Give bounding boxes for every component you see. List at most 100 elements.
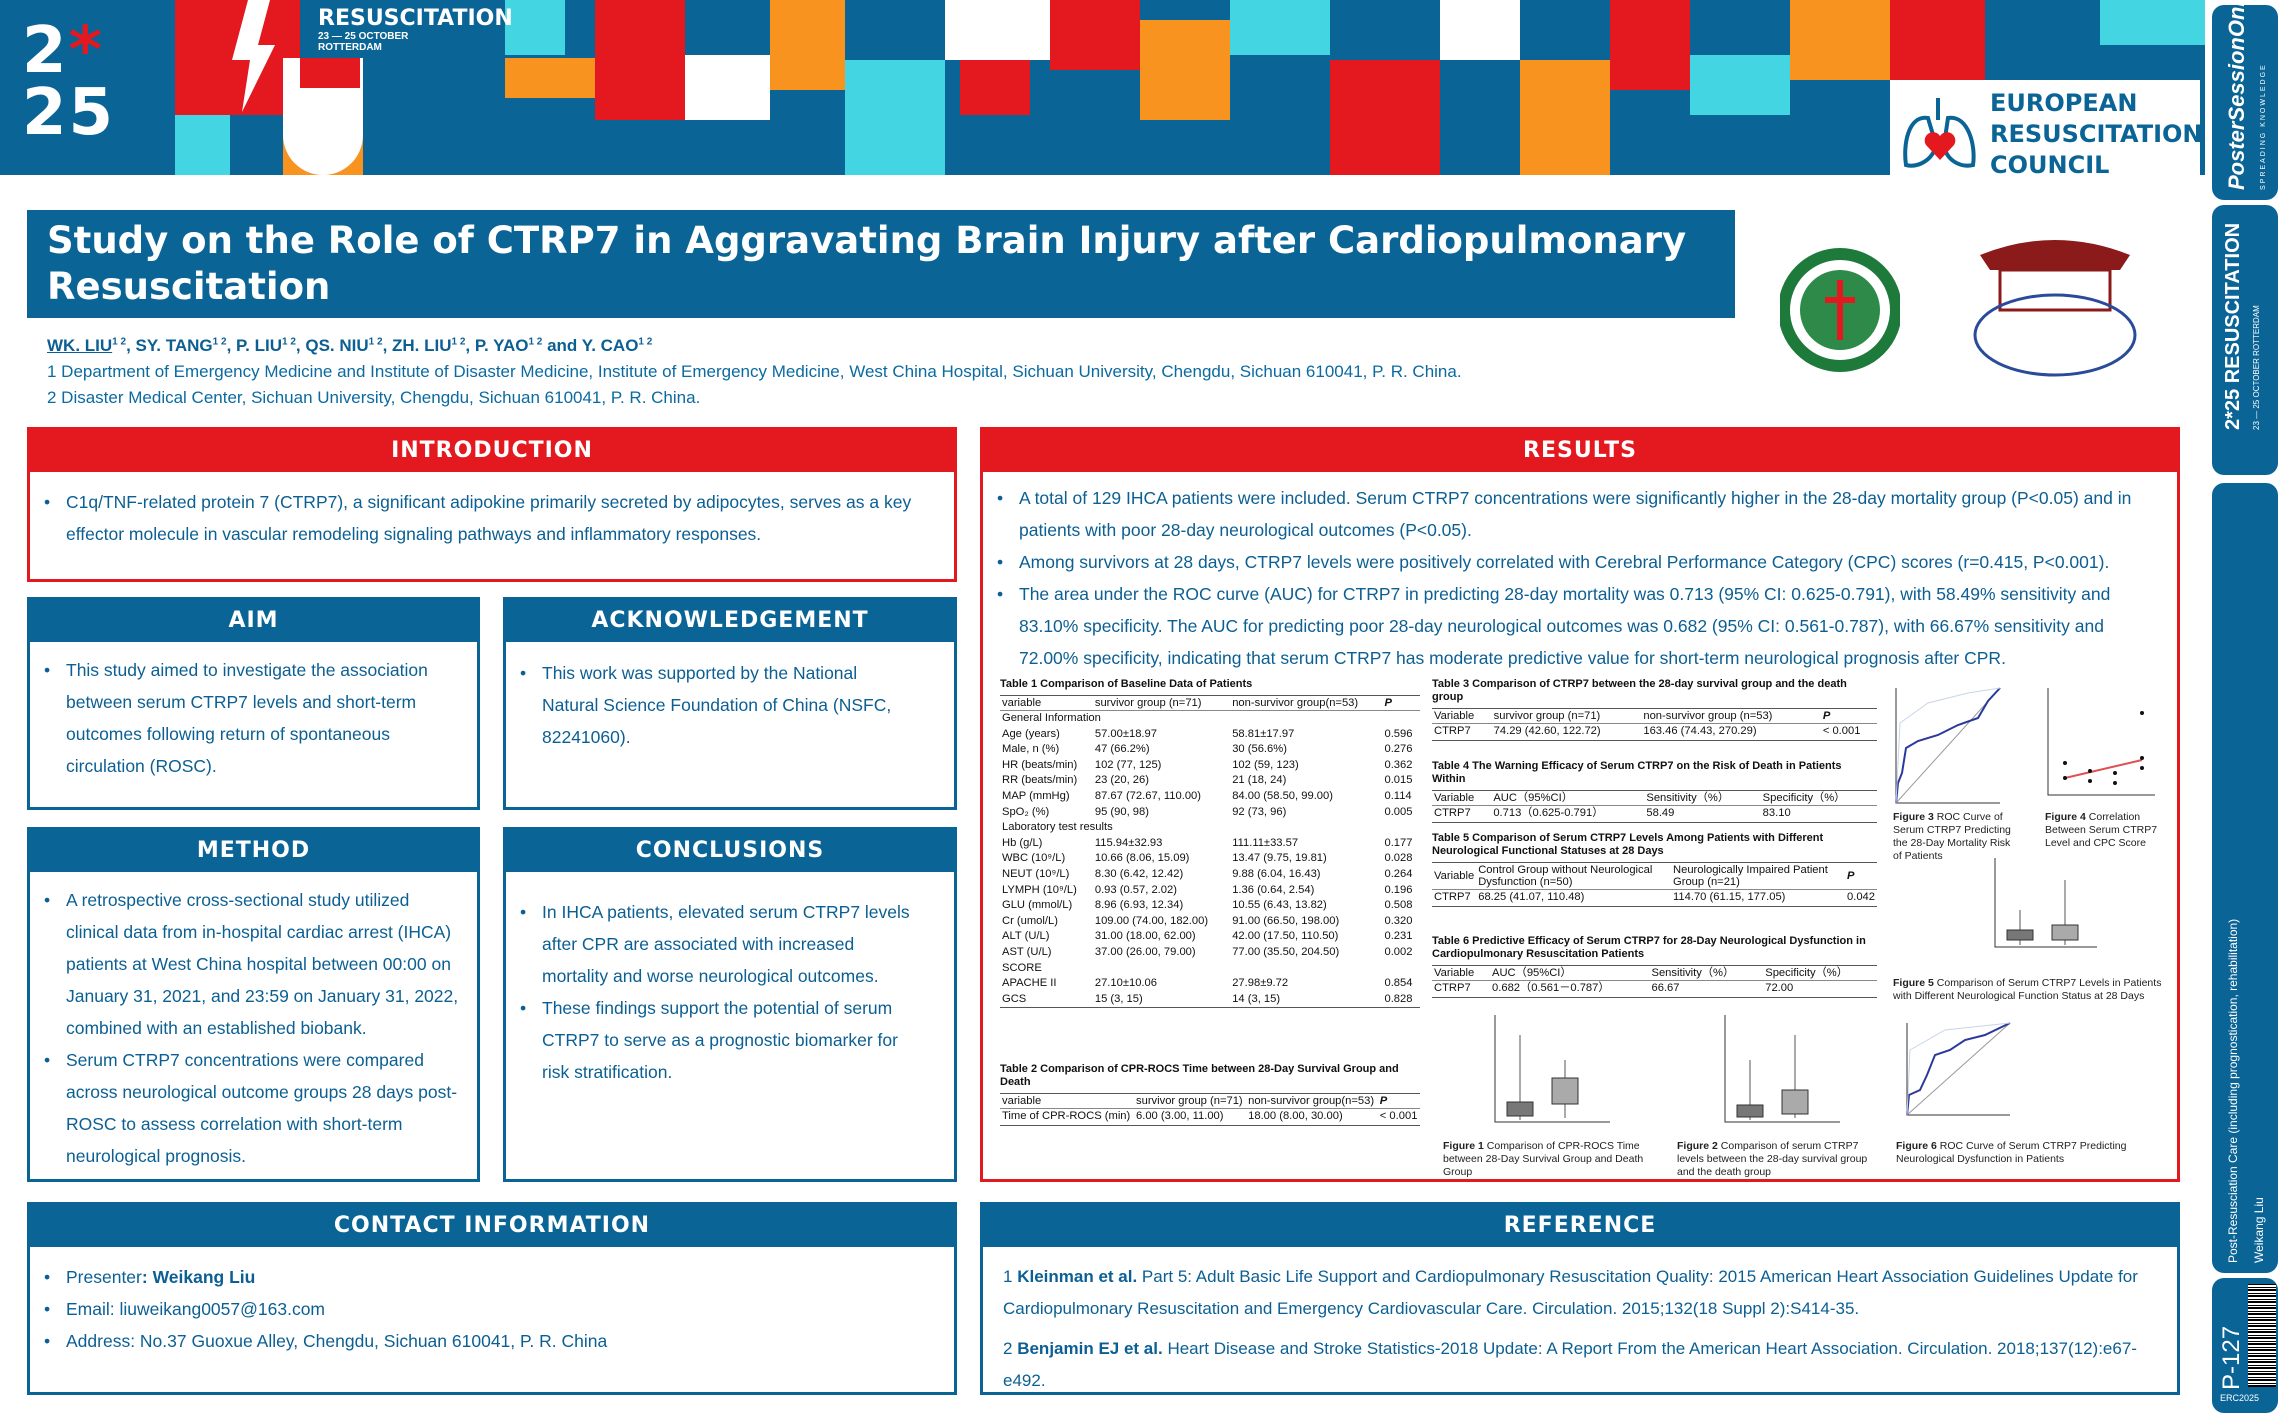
conference-name: RESUSCITATION 23 — 25 OCTOBER ROTTERDAM — [318, 6, 513, 53]
table-row: CTRP7 0.713（0.625-0.791） 58.49 83.10 — [1432, 806, 1877, 823]
author-affiliation-mark: 1 2 — [451, 336, 466, 348]
author-name: WK. LIU — [47, 336, 113, 355]
table-cell: 23 (20, 26) — [1094, 774, 1149, 787]
bullet-item: This work was supported by the National … — [520, 657, 904, 753]
table-cell: 0.713（0.625-0.791） — [1493, 807, 1604, 819]
table-row: GLU (mmol/L) 8.96 (6.93, 12.34) 10.55 (6.4… — [1000, 898, 1420, 914]
table-cell: Hb (g/L) — [1002, 836, 1043, 849]
table-6: Table 6 Predictive Efficacy of Serum CTR… — [1432, 935, 1877, 998]
table-cell: 0.276 — [1384, 743, 1413, 756]
aim-section: AIM This study aimed to investigate the … — [27, 597, 480, 810]
table-cell: 66.67 — [1651, 982, 1680, 994]
table-1: Table 1 Comparison of Baseline Data of P… — [1000, 678, 1420, 1009]
section-heading: ACKNOWLEDGEMENT — [506, 600, 954, 642]
table-cell: LYMPH (10⁹/L) — [1002, 883, 1077, 896]
table-cell: 163.46 (74.43, 270.29) — [1643, 725, 1757, 737]
table-row: Hb (g/L) 115.94±32.93 111.11±33.57 0.177 — [1000, 836, 1420, 852]
table-cell: 14 (3, 15) — [1232, 992, 1281, 1005]
table-cell: 0.028 — [1384, 852, 1413, 865]
figure-2-boxplot — [1724, 1015, 1840, 1123]
west-china-school-logo — [1778, 220, 1902, 390]
asterisk-icon: * — [68, 14, 104, 88]
figure-4-scatter — [2047, 688, 2155, 796]
column-header: P — [1377, 1093, 1420, 1109]
side-conf-sub: 23 — 25 OCTOBER ROTTERDAM — [2252, 305, 2261, 430]
table-cell: 10.66 (8.06, 15.09) — [1094, 852, 1190, 865]
table-cell: 0.015 — [1384, 774, 1413, 787]
table-cell: 0.362 — [1384, 758, 1413, 771]
table-row: Cr (umol/L) 109.00 (74.00, 182.00) 91.00 (… — [1000, 914, 1420, 930]
column-header: non-survivor group(n=53) — [1230, 695, 1383, 711]
poster-session-online-logo: PosterSessionOnline SPREADING KNOWLEDGE — [2212, 0, 2278, 200]
table-cell: 0.196 — [1384, 883, 1413, 896]
table-caption: Table 4 The Warning Efficacy of Serum CT… — [1432, 760, 1842, 785]
author-affiliation-mark: 1 2 — [368, 336, 383, 348]
table-cell: 0.264 — [1384, 867, 1413, 880]
section-heading: INTRODUCTION — [30, 430, 954, 472]
poster-session-title: PosterSessionOnline — [2224, 0, 2249, 190]
table-cell: 91.00 (66.50, 198.00) — [1232, 914, 1340, 927]
bullet-item: The area under the ROC curve (AUC) for C… — [997, 578, 2157, 674]
table-caption: Table 1 Comparison of Baseline Data of P… — [1000, 678, 1253, 690]
bullet-item: C1q/TNF-related protein 7 (CTRP7), a sig… — [44, 486, 938, 550]
table-row: WBC (10⁹/L) 10.66 (8.06, 15.09) 13.47 (9.7… — [1000, 851, 1420, 867]
author-name: ZH. LIU — [392, 336, 452, 355]
author-list: WK. LIU1 2, SY. TANG1 2, P. LIU1 2, QS. … — [47, 336, 653, 355]
author-name: P. LIU — [236, 336, 282, 355]
reference-author: Kleinman et al. — [1017, 1267, 1138, 1286]
table-cell: 0.596 — [1384, 727, 1413, 740]
figure-5-caption: Figure 5 Comparison of Serum CTRP7 Level… — [1893, 977, 2168, 1003]
year-logo: 2* 25 — [22, 19, 115, 145]
section-heading: CONTACT INFORMATION — [30, 1205, 954, 1247]
table-cell: 0.320 — [1384, 914, 1413, 927]
reference-section: REFERENCE 1 Kleinman et al. Part 5: Adul… — [980, 1202, 2180, 1395]
table-cell: 37.00 (26.00, 79.00) — [1094, 945, 1196, 958]
table-cell: Cr (umol/L) — [1002, 914, 1058, 927]
column-header: Variable — [1432, 862, 1477, 890]
table-cell: 9.88 (6.04, 16.43) — [1232, 867, 1321, 880]
table-cell: 74.29 (42.60, 122.72) — [1493, 725, 1601, 737]
table-row: NEUT (10⁹/L) 8.30 (6.42, 12.42) 9.88 (6.04… — [1000, 867, 1420, 883]
column-header: Variable — [1432, 965, 1491, 981]
author-affiliation-mark: 1 2 — [638, 336, 653, 348]
west-china-hospital-logo — [1960, 225, 2150, 390]
column-header: P — [1844, 862, 1877, 890]
presenter-name: Weikang Liu — [152, 1267, 256, 1287]
author-name: QS. NIU — [305, 336, 369, 355]
table-cell: 0.002 — [1384, 945, 1413, 958]
table-cell: 15 (3, 15) — [1094, 992, 1143, 1005]
author-affiliation-mark: 1 2 — [212, 336, 227, 348]
table-section-row: General Information — [1000, 711, 1420, 727]
table-cell: 102 (77, 125) — [1094, 758, 1162, 771]
table-caption: Table 6 Predictive Efficacy of Serum CTR… — [1432, 935, 1866, 960]
conference-title: RESUSCITATION — [318, 6, 513, 31]
table-cell: 58.49 — [1646, 807, 1675, 819]
table-cell: Male, n (%) — [1002, 743, 1060, 756]
conclusions-section: CONCLUSIONS In IHCA patients, elevated s… — [503, 827, 957, 1182]
table-cell: 0.114 — [1384, 789, 1412, 802]
table-cell: CTRP7 — [1434, 807, 1471, 819]
table-cell: SpO₂ (%) — [1002, 805, 1050, 818]
poster-id-strip: P-127 ERC2025 — [2212, 1278, 2278, 1413]
event-code: ERC2025 — [2220, 1393, 2260, 1403]
email-item[interactable]: Email: liuweikang0057@163.com — [44, 1293, 938, 1325]
table-2: Table 2 Comparison of CPR-ROCS Time betw… — [1000, 1063, 1420, 1126]
table-cell: 13.47 (9.75, 19.81) — [1232, 852, 1327, 865]
table-row: GCS 15 (3, 15) 14 (3, 15) 0.828 — [1000, 992, 1420, 1008]
table-cell: Time of CPR-ROCS (min) — [1002, 1110, 1131, 1122]
table-cell: 115.94±32.93 — [1094, 836, 1163, 849]
column-header: P — [1382, 695, 1420, 711]
table-cell: Laboratory test results — [1002, 821, 1113, 834]
table-caption: Table 2 Comparison of CPR-ROCS Time betw… — [1000, 1063, 1399, 1088]
table-cell: 58.81±17.97 — [1232, 727, 1295, 740]
table-row: Time of CPR-ROCS (min) 6.00 (3.00, 11.00)… — [1000, 1109, 1420, 1126]
conference-city: ROTTERDAM — [318, 42, 382, 53]
acknowledgement-section: ACKNOWLEDGEMENT This work was supported … — [503, 597, 957, 810]
poster-id: P-127 — [2218, 1325, 2245, 1390]
table-cell: 95 (90, 98) — [1094, 805, 1149, 818]
table-cell: MAP (mmHg) — [1002, 789, 1070, 802]
table-row: SpO₂ (%) 95 (90, 98) 92 (73, 96) 0.005 — [1000, 805, 1420, 821]
table-cell: 87.67 (72.67, 110.00) — [1094, 789, 1201, 802]
column-header: survivor group (n=71) — [1134, 1093, 1247, 1109]
table-cell: Age (years) — [1002, 727, 1060, 740]
